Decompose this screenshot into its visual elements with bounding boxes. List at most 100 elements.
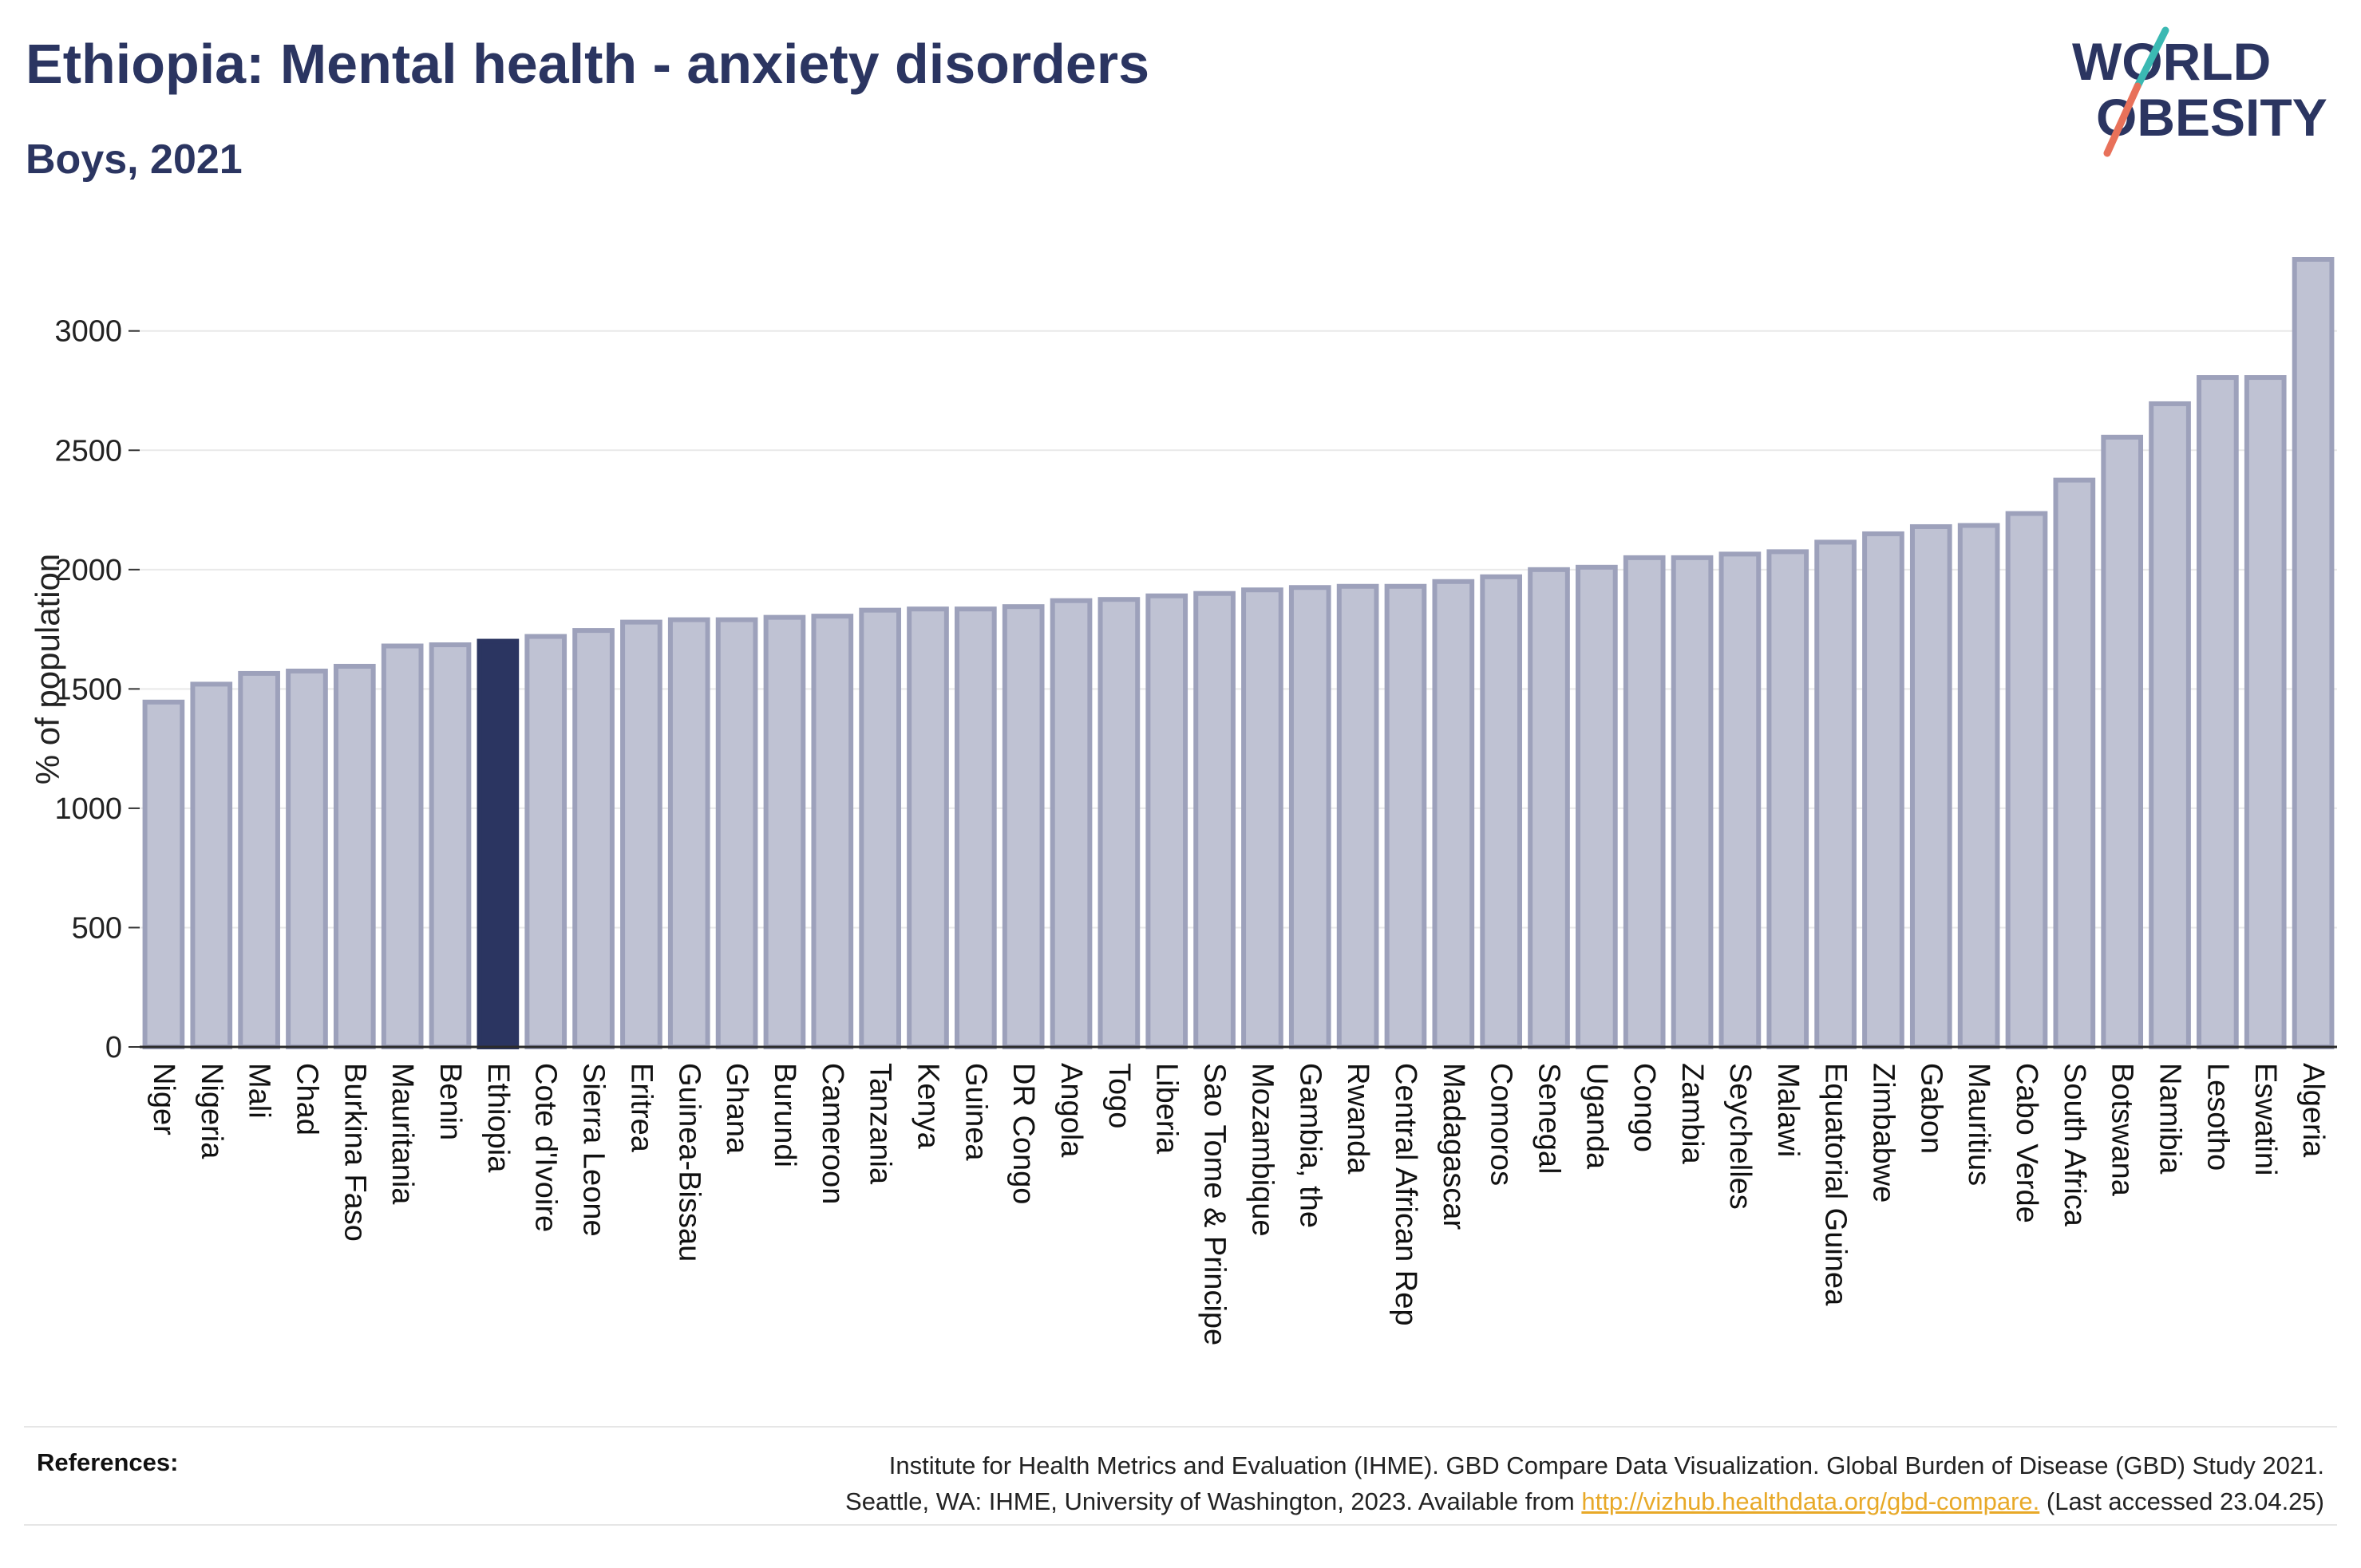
bar (1241, 587, 1283, 1049)
x-tick-label: Cabo Verde (2010, 1063, 2043, 1223)
bar (1623, 555, 1666, 1049)
bar (142, 699, 185, 1050)
x-tick-label: Kenya (911, 1063, 944, 1150)
y-tick-label: 2500 (54, 434, 122, 468)
references-bottom-rule (24, 1524, 2337, 1526)
x-tick-label: Rwanda (1341, 1063, 1374, 1175)
bar (1576, 564, 1618, 1049)
bar (572, 628, 615, 1049)
bar (1480, 574, 1523, 1049)
bar (381, 643, 424, 1049)
x-tick-label: Angola (1054, 1063, 1088, 1158)
x-tick-label: Lesotho (2201, 1063, 2234, 1171)
bar (907, 606, 949, 1049)
bar (2292, 257, 2335, 1049)
references-text: Institute for Health Metrics and Evaluat… (845, 1448, 2324, 1520)
bar (1384, 583, 1427, 1049)
x-tick-label: Cote d'Ivoire (529, 1063, 563, 1232)
x-tick-label: Mauritania (386, 1063, 419, 1205)
bar (954, 606, 997, 1049)
x-tick-label: Botswana (2106, 1063, 2139, 1197)
chart-title: Ethiopia: Mental health - anxiety disord… (26, 33, 1150, 95)
x-tick-label: Tanzania (864, 1063, 897, 1185)
reference-line-2: Seattle, WA: IHME, University of Washing… (845, 1484, 2324, 1520)
y-tick-label: 0 (105, 1031, 122, 1064)
bar (763, 614, 806, 1049)
bar (1050, 598, 1093, 1049)
x-tick-label: Burkina Faso (338, 1063, 371, 1242)
x-tick-label: Mali (243, 1063, 276, 1119)
bar (190, 681, 233, 1050)
bar (477, 638, 520, 1050)
x-tick-label: Namibia (2153, 1063, 2187, 1175)
reference-line-1: Institute for Health Metrics and Evaluat… (888, 1451, 2324, 1479)
x-tick-label: Niger (147, 1063, 180, 1136)
y-axis-label: % of population (29, 554, 66, 785)
bar (1718, 551, 1762, 1049)
x-tick-label: Nigeria (195, 1063, 228, 1159)
bar (1957, 523, 2000, 1049)
x-tick-label: Chad (290, 1063, 323, 1136)
bar (620, 619, 662, 1049)
bar (1145, 593, 1188, 1049)
bar (429, 642, 472, 1049)
bar (524, 634, 568, 1049)
bar (715, 617, 758, 1049)
bar (286, 668, 328, 1049)
x-tick-label: Ethiopia (481, 1063, 515, 1173)
reference-line-2-end: (Last accessed 23.04.25) (2046, 1487, 2324, 1515)
x-tick-label: Algeria (2296, 1063, 2330, 1158)
bar (1766, 549, 1809, 1049)
x-tick-label: Eritrea (624, 1063, 658, 1153)
bar (1288, 585, 1331, 1049)
bar (2149, 401, 2191, 1049)
bar (2005, 511, 2048, 1049)
x-tick-label: Central African Rep (1389, 1063, 1422, 1326)
bar (1862, 531, 1904, 1049)
references-top-rule (24, 1426, 2337, 1428)
x-tick-label: Togo (1102, 1063, 1136, 1128)
bar (1432, 579, 1475, 1049)
x-tick-label: Mozambique (1245, 1063, 1279, 1237)
bar (1528, 567, 1570, 1049)
x-tick-label: Sao Tome & Principe (1198, 1063, 1232, 1345)
x-tick-label: Guinea-Bissau (672, 1063, 706, 1262)
x-tick-label: Ghana (720, 1063, 753, 1155)
bar (2244, 375, 2287, 1049)
bar (1002, 604, 1045, 1049)
bar (2101, 434, 2144, 1049)
bar (1193, 590, 1236, 1049)
x-tick-label: Zimbabwe (1866, 1063, 1900, 1203)
x-tick-label: Mauritius (1962, 1063, 1995, 1186)
reference-link[interactable]: http://vizhub.healthdata.org/gbd-compare… (1581, 1487, 2040, 1515)
x-tick-label: Guinea (959, 1063, 992, 1161)
x-tick-label: Gabon (1914, 1063, 1948, 1154)
x-tick-label: Benin (433, 1063, 467, 1140)
bar (1814, 539, 1857, 1049)
chart-subtitle: Boys, 2021 (26, 136, 243, 183)
reference-line-2-start: Seattle, WA: IHME, University of Washing… (845, 1487, 1575, 1515)
y-tick-label: 3000 (54, 315, 122, 349)
x-tick-label: Senegal (1532, 1063, 1566, 1174)
logo-line1: WORLD (2072, 32, 2271, 91)
x-tick-label: South Africa (2058, 1063, 2091, 1227)
x-tick-label: Burundi (768, 1063, 801, 1167)
y-tick-label: 1000 (54, 792, 122, 826)
bar (1909, 523, 1952, 1049)
references-label: References: (37, 1448, 179, 1476)
y-tick-label: 1500 (54, 673, 122, 706)
x-tick-label: Uganda (1580, 1063, 1613, 1170)
bar (811, 614, 854, 1049)
y-tick-label: 500 (72, 911, 122, 945)
bar (1097, 597, 1141, 1049)
bar (2197, 375, 2239, 1049)
bar (1336, 583, 1379, 1049)
world-obesity-logo: WORLD OBESITY (2072, 26, 2327, 157)
bar (1671, 555, 1714, 1049)
x-tick-label: Equatorial Guinea (1819, 1063, 1853, 1306)
slash-logo-icon (2103, 26, 2169, 157)
x-tick-label: Seychelles (1723, 1063, 1757, 1210)
bar (238, 670, 280, 1049)
x-tick-label: Madagascar (1437, 1063, 1470, 1230)
x-tick-label: DR Congo (1006, 1063, 1040, 1204)
